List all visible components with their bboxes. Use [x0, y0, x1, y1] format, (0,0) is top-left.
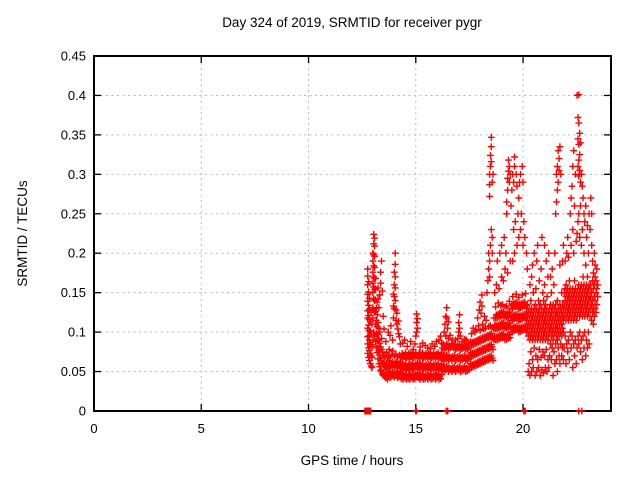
y-tick-label: 0: [79, 404, 86, 419]
x-tick-label: 5: [198, 421, 205, 436]
y-axis-label: SRMTID / TECUs: [15, 180, 30, 287]
x-axis-label: GPS time / hours: [301, 453, 404, 468]
y-tick-label: 0.4: [68, 88, 86, 103]
y-tick-label: 0.45: [61, 49, 86, 64]
y-tick-label: 0.15: [61, 285, 86, 300]
scatter-square-marker: [364, 407, 372, 415]
plot-border: [93, 55, 612, 412]
x-tick-label: 10: [301, 421, 315, 436]
y-tick-label: 0.25: [61, 206, 86, 221]
y-tick-label: 0.1: [68, 325, 86, 340]
data-points: [364, 91, 602, 415]
x-tick-label: 15: [409, 421, 423, 436]
chart-title: Day 324 of 2019, SRMTID for receiver pyg…: [222, 15, 482, 30]
y-tick-label: 0.35: [61, 127, 86, 142]
y-tick-label: 0.3: [68, 167, 86, 182]
scatter-plus-markers: [364, 91, 602, 415]
y-tick-label: 0.2: [68, 246, 86, 261]
y-tick-label: 0.05: [61, 364, 86, 379]
x-tick-label: 20: [516, 421, 530, 436]
tick-labels: 0 5 10 15 20 0 0.05 0.1 0.15 0.2 0.25 0.3 0.35 0.4 0.4…: [61, 49, 531, 437]
x-tick-label: 0: [90, 421, 97, 436]
